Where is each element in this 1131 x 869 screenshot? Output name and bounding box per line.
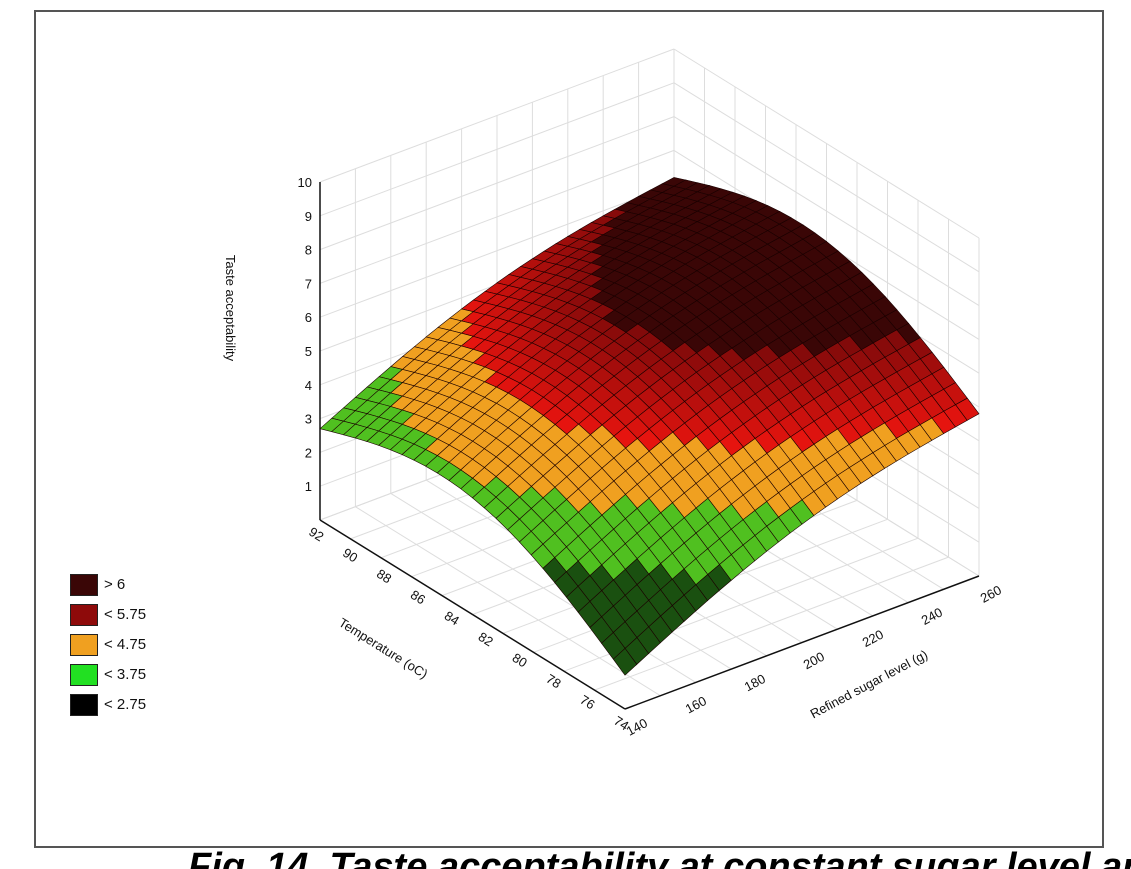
response-surface [319, 177, 980, 676]
surface-plot: 1234567891092908886848280787674140160180… [223, 48, 1004, 739]
legend-label: < 5.75 [104, 606, 147, 623]
legend-swatch [70, 573, 98, 596]
z-tick-label: 1 [305, 479, 312, 494]
sugar-tick-label: 220 [860, 627, 886, 650]
legend-item: < 3.75 [70, 663, 146, 686]
figure-caption: Fig. 14. Taste acceptability at constant… [188, 848, 1131, 869]
surface-cell [612, 647, 638, 676]
legend-swatch [70, 633, 98, 656]
temperature-tick-label: 80 [510, 650, 530, 670]
sugar-tick-label: 180 [742, 671, 768, 694]
z-tick-label: 6 [305, 310, 312, 325]
grid-line [319, 116, 675, 251]
grid-line [319, 149, 675, 284]
z-tick-label: 7 [305, 276, 312, 291]
sugar-tick-label: 240 [919, 604, 945, 627]
sugar-tick-label: 160 [683, 693, 709, 716]
plot-axes [319, 182, 980, 710]
legend-label: < 3.75 [104, 666, 147, 683]
temperature-axis-line [319, 519, 626, 710]
temperature-tick-label: 82 [476, 629, 496, 649]
chart-frame: 1 2 3 4 5 6 7 8 9 10 92 90 88 86 84 82 80 78 76 74 140 160 180… [34, 10, 1104, 848]
grid-line [319, 48, 675, 183]
legend-swatch [70, 603, 98, 626]
z-tick-label: 5 [305, 344, 312, 359]
z-tick-label: 3 [305, 412, 312, 427]
sugar-tick-label: 200 [801, 649, 827, 672]
grid-line [673, 116, 980, 307]
sugar-axis-label: Refined sugar level (g) [808, 647, 931, 722]
grid-line [355, 506, 661, 697]
z-tick-label: 10 [298, 175, 312, 190]
temperature-tick-label: 86 [408, 587, 428, 607]
legend-label: > 6 [104, 576, 126, 593]
z-tick-label: 8 [305, 243, 312, 258]
legend-swatch [70, 663, 98, 686]
sugar-axis-line [624, 575, 980, 710]
z-tick-label: 2 [305, 445, 312, 460]
z-tick-label: 9 [305, 209, 312, 224]
legend-label: < 4.75 [104, 636, 147, 653]
grid-line [673, 48, 980, 239]
legend-item: < 2.75 [70, 693, 146, 716]
temperature-tick-label: 76 [577, 692, 597, 712]
temperature-tick-label: 88 [374, 566, 394, 586]
grid-line [673, 82, 980, 273]
temperature-tick-label: 74 [611, 713, 631, 733]
z-tick-label: 4 [305, 378, 312, 393]
legend-item: > 6 [70, 573, 146, 596]
sugar-tick-label: 260 [978, 582, 1004, 605]
legend-swatch [70, 693, 98, 716]
temperature-tick-label: 84 [442, 608, 462, 628]
legend-label: < 2.75 [104, 696, 147, 713]
legend-item: < 4.75 [70, 633, 146, 656]
grid-line [319, 82, 675, 217]
legend: > 6 < 5.75 < 4.75 < 3.75 < 2.75 [70, 573, 146, 723]
legend-item: < 5.75 [70, 603, 146, 626]
temperature-axis-label: Temperature (oC) [336, 615, 430, 682]
grid-line [319, 183, 675, 318]
temperature-tick-label: 78 [543, 671, 563, 691]
z-axis-label: Taste acceptability [223, 255, 238, 362]
temperature-tick-label: 92 [306, 524, 326, 544]
temperature-tick-label: 90 [340, 545, 360, 565]
